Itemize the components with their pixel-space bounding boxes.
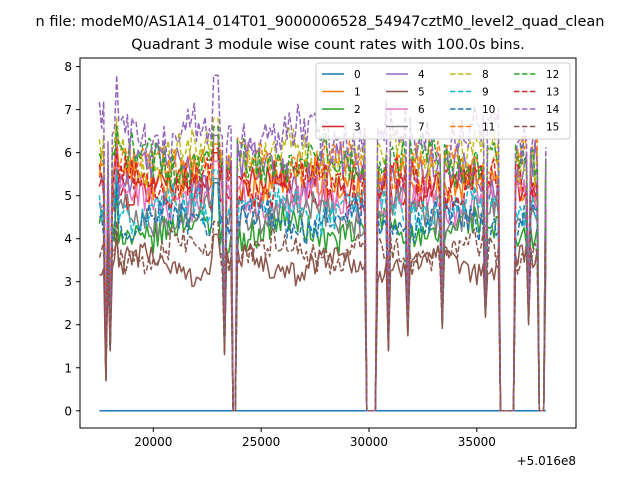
legend-label-9: 9 [482,87,489,99]
legend-label-14: 14 [546,104,560,116]
legend-label-13: 13 [546,87,559,99]
legend-label-4: 4 [418,69,425,81]
y-tick-label: 3 [64,275,72,289]
y-tick-label: 5 [64,189,72,203]
x-tick-label: 25000 [242,435,280,449]
series-line-10 [98,182,547,412]
y-tick-label: 6 [64,146,72,160]
series-line-9 [98,169,547,412]
series-line-13 [98,147,547,412]
legend-label-3: 3 [354,122,361,134]
y-tick-label: 0 [64,404,72,418]
series-lines [98,74,547,412]
x-axis: 20000 25000 30000 35000 [134,428,496,449]
series-line-8 [98,117,547,412]
legend-label-8: 8 [482,69,489,81]
legend-label-0: 0 [354,69,361,81]
legend-label-2: 2 [354,104,361,116]
plot-frame [79,57,577,429]
legend-box [315,62,571,140]
y-tick-label: 2 [64,318,72,332]
chart-suptitle: n file: modeM0/AS1A14_014T01_9000006528_… [36,14,605,30]
legend-label-5: 5 [418,87,425,99]
y-tick-label: 8 [64,60,72,74]
x-tick-label: 30000 [350,435,388,449]
series-line-5 [99,233,547,412]
legend-label-11: 11 [482,122,495,134]
series-line-7 [98,177,547,412]
x-offset-label: +5.016e8 [517,454,576,468]
series-line-1 [98,143,547,412]
legend-label-1: 1 [354,87,361,99]
x-tick-label: 35000 [458,435,496,449]
legend-label-7: 7 [418,122,425,134]
series-line-15 [98,220,547,412]
legend-label-15: 15 [546,122,559,134]
series-line-12 [98,126,547,412]
x-tick-label: 20000 [134,435,172,449]
y-axis: 0 1 2 3 4 5 6 7 8 [64,60,80,418]
legend-label-6: 6 [418,104,425,116]
legend-label-10: 10 [482,104,495,116]
series-line-2 [98,182,547,412]
y-tick-label: 4 [64,232,72,246]
legend-label-12: 12 [546,69,559,81]
y-tick-label: 7 [64,103,72,117]
series-line-11 [98,126,547,412]
chart-title: Quadrant 3 module wise count rates with … [131,37,525,53]
y-tick-label: 1 [64,361,72,375]
